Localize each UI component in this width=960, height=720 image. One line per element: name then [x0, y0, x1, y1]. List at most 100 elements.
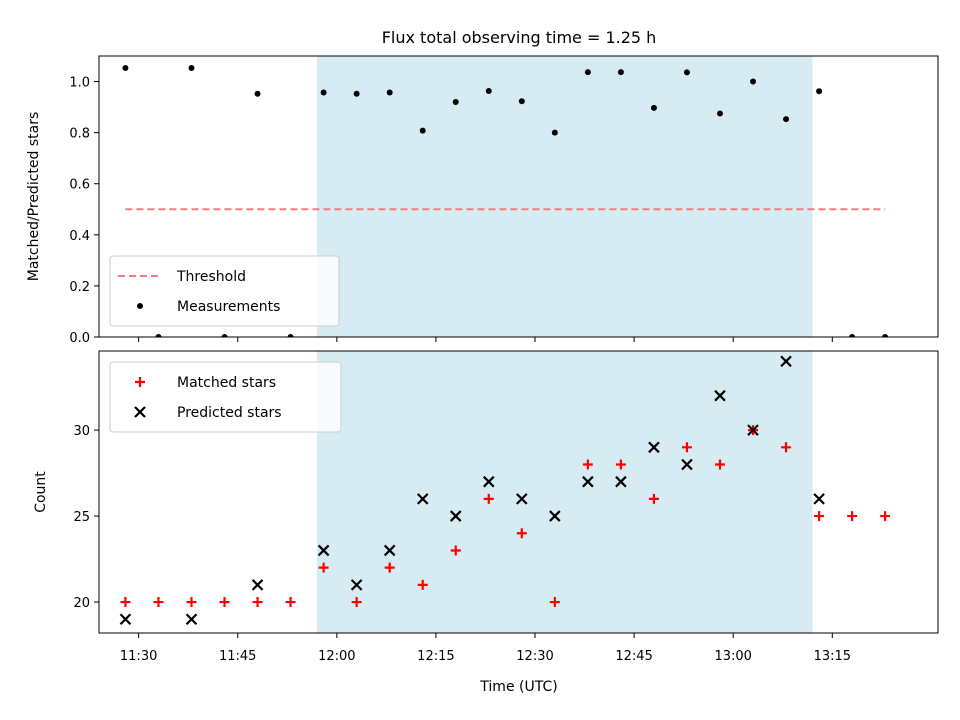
data-point — [452, 98, 459, 105]
data-point — [516, 528, 527, 539]
data-point — [582, 475, 594, 488]
data-point — [185, 613, 198, 626]
data-point — [320, 89, 327, 96]
data-point — [186, 597, 197, 608]
x-tick-label: 12:30 — [516, 649, 553, 664]
axes-frame — [98, 350, 939, 634]
data-point — [648, 441, 660, 454]
data-point — [419, 127, 426, 134]
plot-area — [119, 355, 891, 626]
data-point — [119, 613, 132, 626]
data-point — [650, 104, 657, 111]
data-point — [849, 334, 856, 337]
data-point — [714, 459, 725, 470]
x-tick-label: 11:45 — [219, 649, 256, 664]
data-point — [449, 510, 462, 522]
shaded-interval — [317, 351, 813, 633]
data-point — [252, 597, 263, 608]
x-tick-label: 13:15 — [814, 649, 851, 664]
y-tick-label: 30 — [73, 424, 90, 439]
legend-label: Predicted stars — [177, 405, 282, 421]
x-axis-label: Time (UTC) — [479, 679, 557, 695]
data-point — [615, 475, 627, 488]
data-point — [681, 458, 693, 471]
data-point — [219, 597, 230, 608]
data-point — [750, 78, 757, 85]
y-tick-label: 0.6 — [69, 178, 90, 193]
data-point — [747, 424, 759, 436]
data-point — [549, 510, 561, 522]
legend-label: Threshold — [176, 269, 246, 285]
data-point — [350, 579, 363, 591]
plot-area — [122, 65, 889, 337]
data-point — [648, 493, 659, 504]
data-point — [383, 544, 396, 557]
data-point — [485, 87, 492, 94]
data-point — [780, 355, 792, 368]
data-point — [551, 129, 558, 136]
data-point — [882, 334, 889, 337]
series-dot — [122, 65, 889, 337]
data-point — [483, 493, 494, 504]
y-axis-label: Matched/Predicted stars — [26, 112, 42, 282]
data-point — [287, 334, 294, 337]
x-tick-label: 12:00 — [318, 649, 355, 664]
data-point — [120, 597, 131, 608]
chart-title: Flux total observing time = 1.25 h — [382, 28, 657, 47]
bottom-panel: 11:30 11:45 12:00 12:15 12:30 12:45 13:00 13:15… — [33, 350, 939, 664]
data-point — [482, 475, 495, 488]
x-tick-label: 13:00 — [714, 649, 751, 664]
data-point — [285, 597, 296, 608]
legend-marker — [134, 406, 146, 418]
data-point — [318, 562, 329, 573]
y-tick-label: 0.2 — [69, 280, 90, 295]
x-tick-label: 12:45 — [615, 649, 652, 664]
top-panel: 0.0 0.2 0.4 0.6 0.8 1.0 Matched/Predicted star… — [26, 55, 939, 346]
data-point — [384, 562, 395, 573]
legend-label: Matched stars — [177, 375, 276, 391]
data-point — [781, 442, 792, 453]
y-tick-label: 20 — [73, 596, 90, 611]
series-plus — [120, 425, 891, 608]
x-tick-label: 11:30 — [120, 649, 157, 664]
series-x — [119, 355, 825, 626]
data-point — [816, 88, 823, 95]
legend-marker — [135, 377, 145, 387]
y-tick-label: 1.0 — [69, 76, 90, 91]
data-point — [188, 65, 195, 72]
shaded-interval — [317, 56, 813, 337]
x-tick-label: 12:15 — [417, 649, 454, 664]
data-point — [582, 459, 593, 470]
data-point — [683, 69, 690, 76]
y-tick-label: 0.0 — [69, 331, 90, 346]
data-point — [221, 334, 228, 337]
data-point — [584, 69, 591, 76]
y-tick-label: 0.8 — [69, 127, 90, 142]
data-point — [122, 65, 129, 72]
data-point — [814, 511, 825, 522]
data-point — [450, 545, 461, 556]
data-point — [518, 98, 525, 105]
legend-label: Measurements — [177, 299, 280, 315]
data-point — [155, 334, 162, 337]
legend-marker — [137, 303, 143, 309]
data-point — [351, 597, 362, 608]
y-tick-label: 0.4 — [69, 229, 90, 244]
legend-box — [109, 255, 340, 327]
data-point — [813, 493, 825, 505]
data-point — [716, 110, 723, 117]
data-point — [783, 116, 790, 123]
data-point — [617, 69, 624, 76]
data-point — [317, 544, 330, 557]
data-point — [153, 597, 164, 608]
y-tick-label: 25 — [73, 510, 90, 525]
data-point — [516, 493, 528, 505]
data-point — [251, 579, 264, 591]
data-point — [615, 459, 626, 470]
legend: Matched stars Predicted stars — [109, 361, 342, 433]
data-point — [880, 511, 891, 522]
legend: Threshold Measurements — [109, 255, 340, 327]
data-point — [549, 597, 560, 608]
data-point — [714, 389, 726, 402]
